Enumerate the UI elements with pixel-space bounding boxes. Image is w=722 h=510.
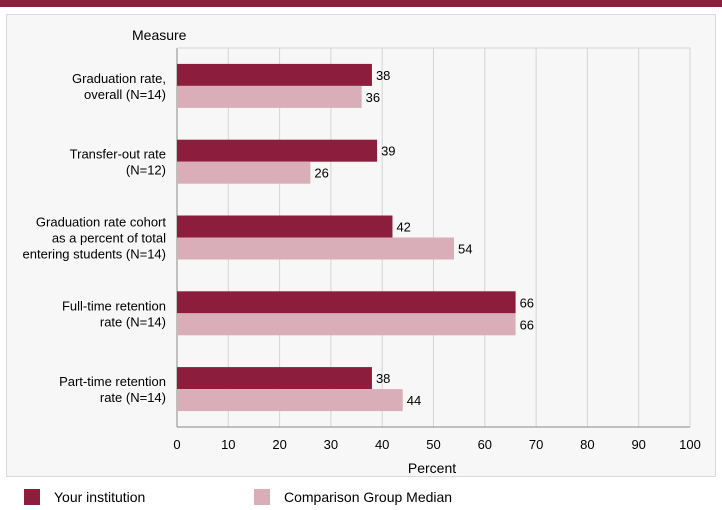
bar-chart: Measure 38 36 39 26 42 54 66 66 38 44 Graduation … <box>23 27 701 476</box>
category-label-line: Part-time retention <box>59 374 166 389</box>
category-label: Graduation rate cohort as a percent of to… <box>23 215 167 262</box>
legend-swatch-your-institution <box>24 489 40 505</box>
legend-swatch-comparison-median <box>254 489 270 505</box>
category-label-line: Transfer-out rate <box>70 147 166 162</box>
x-tick-label: 20 <box>272 437 286 452</box>
x-tick-labels: 0 10 20 30 40 50 60 70 80 90 100 <box>173 437 700 452</box>
category-label: Transfer-out rate (N=12) <box>70 147 166 178</box>
category-label-line: overall (N=14) <box>84 87 166 102</box>
bars: 38 36 39 26 42 54 66 66 38 44 <box>177 63 534 412</box>
data-label: 44 <box>407 393 421 408</box>
x-tick-label: 10 <box>221 437 235 452</box>
legend-label-your-institution: Your institution <box>54 489 146 505</box>
x-tick-label: 70 <box>529 437 543 452</box>
data-label: 38 <box>376 371 390 386</box>
data-label: 54 <box>458 242 472 257</box>
legend-label-comparison-median: Comparison Group Median <box>284 489 453 505</box>
category-label-line: Full-time retention <box>62 298 166 313</box>
category-label-line: rate (N=14) <box>100 314 166 329</box>
data-label: 36 <box>366 90 380 105</box>
data-label: 66 <box>520 295 534 310</box>
x-tick-label: 0 <box>173 437 180 452</box>
y-axis-title: Measure <box>132 27 187 43</box>
category-label-line: entering students (N=14) <box>23 247 166 262</box>
data-label: 42 <box>396 220 410 235</box>
category-label: Part-time retention rate (N=14) <box>59 374 166 405</box>
legend-item-comparison-median: Comparison Group Median <box>254 486 452 508</box>
x-tick-label: 40 <box>375 437 389 452</box>
bar <box>177 139 378 162</box>
x-tick-label: 60 <box>478 437 492 452</box>
category-label-line: Graduation rate, <box>72 71 166 86</box>
category-label: Full-time retention rate (N=14) <box>62 298 166 329</box>
top-rule <box>0 0 722 7</box>
bar <box>177 215 393 238</box>
data-label: 39 <box>381 144 395 159</box>
category-label-line: rate (N=14) <box>100 390 166 405</box>
bar <box>177 85 362 108</box>
x-tick-label: 50 <box>426 437 440 452</box>
x-tick-label: 90 <box>631 437 645 452</box>
bar <box>177 161 311 184</box>
legend-item-your-institution: Your institution <box>24 486 145 508</box>
category-label: Graduation rate, overall (N=14) <box>72 71 166 102</box>
category-label-line: as a percent of total <box>52 231 166 246</box>
bar <box>177 389 403 412</box>
bar <box>177 63 372 86</box>
bar <box>177 367 372 390</box>
category-label-line: Graduation rate cohort <box>36 215 166 230</box>
x-tick-label: 100 <box>679 437 701 452</box>
bar <box>177 237 455 260</box>
bar <box>177 313 516 336</box>
data-label: 38 <box>376 68 390 83</box>
bar <box>177 291 516 314</box>
x-axis-title: Percent <box>408 460 456 476</box>
category-label-line: (N=12) <box>126 163 166 178</box>
data-label: 26 <box>314 166 328 181</box>
x-tick-label: 80 <box>580 437 594 452</box>
category-labels: Graduation rate, overall (N=14) Transfer-o… <box>23 71 167 405</box>
data-label: 66 <box>520 317 534 332</box>
x-tick-label: 30 <box>324 437 338 452</box>
